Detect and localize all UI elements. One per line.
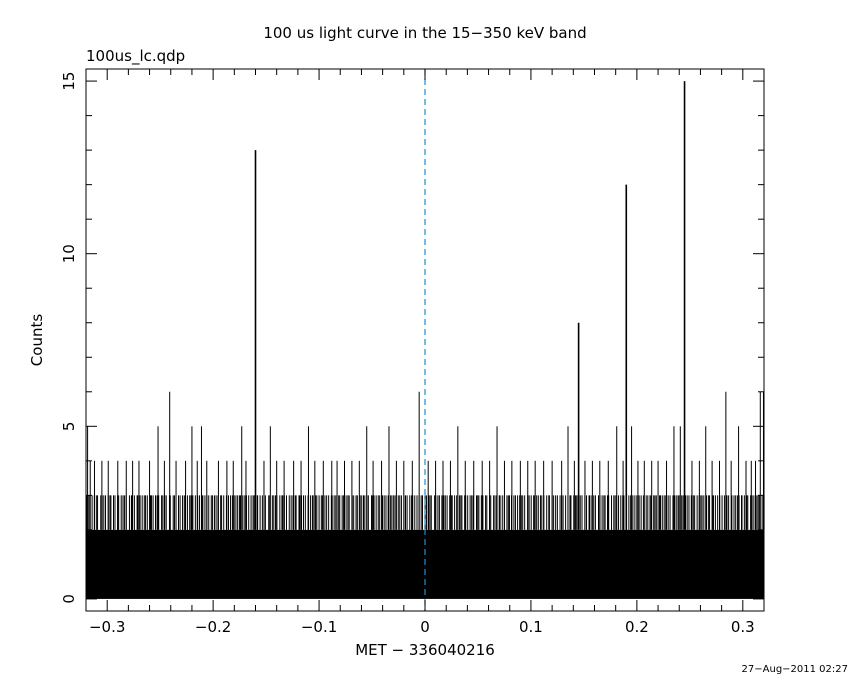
- x-tick-label: 0.1: [519, 618, 543, 636]
- chart-title: 100 us light curve in the 15−350 keV ban…: [263, 24, 586, 42]
- x-tick-label: −0.3: [89, 618, 125, 636]
- chart-subtitle: 100us_lc.qdp: [86, 47, 185, 66]
- axis-ticks: −0.3 −0.2 −0.1 0 0.1 0.2 0.3 0 5 10 15: [60, 69, 765, 636]
- y-tick-label: 15: [60, 72, 78, 91]
- x-tick-label: −0.1: [301, 618, 337, 636]
- y-axis-label: Counts: [28, 314, 46, 367]
- x-tick-label: 0.2: [625, 618, 649, 636]
- x-axis-label: MET − 336040216: [355, 641, 495, 659]
- x-tick-label: −0.2: [195, 618, 231, 636]
- y-tick-label: 10: [60, 244, 78, 263]
- y-tick-label: 5: [60, 422, 78, 432]
- y-tick-label: 0: [60, 594, 78, 604]
- x-tick-label: 0.3: [731, 618, 755, 636]
- footer-timestamp: 27−Aug−2011 02:27: [742, 664, 848, 675]
- x-tick-label: 0: [420, 618, 430, 636]
